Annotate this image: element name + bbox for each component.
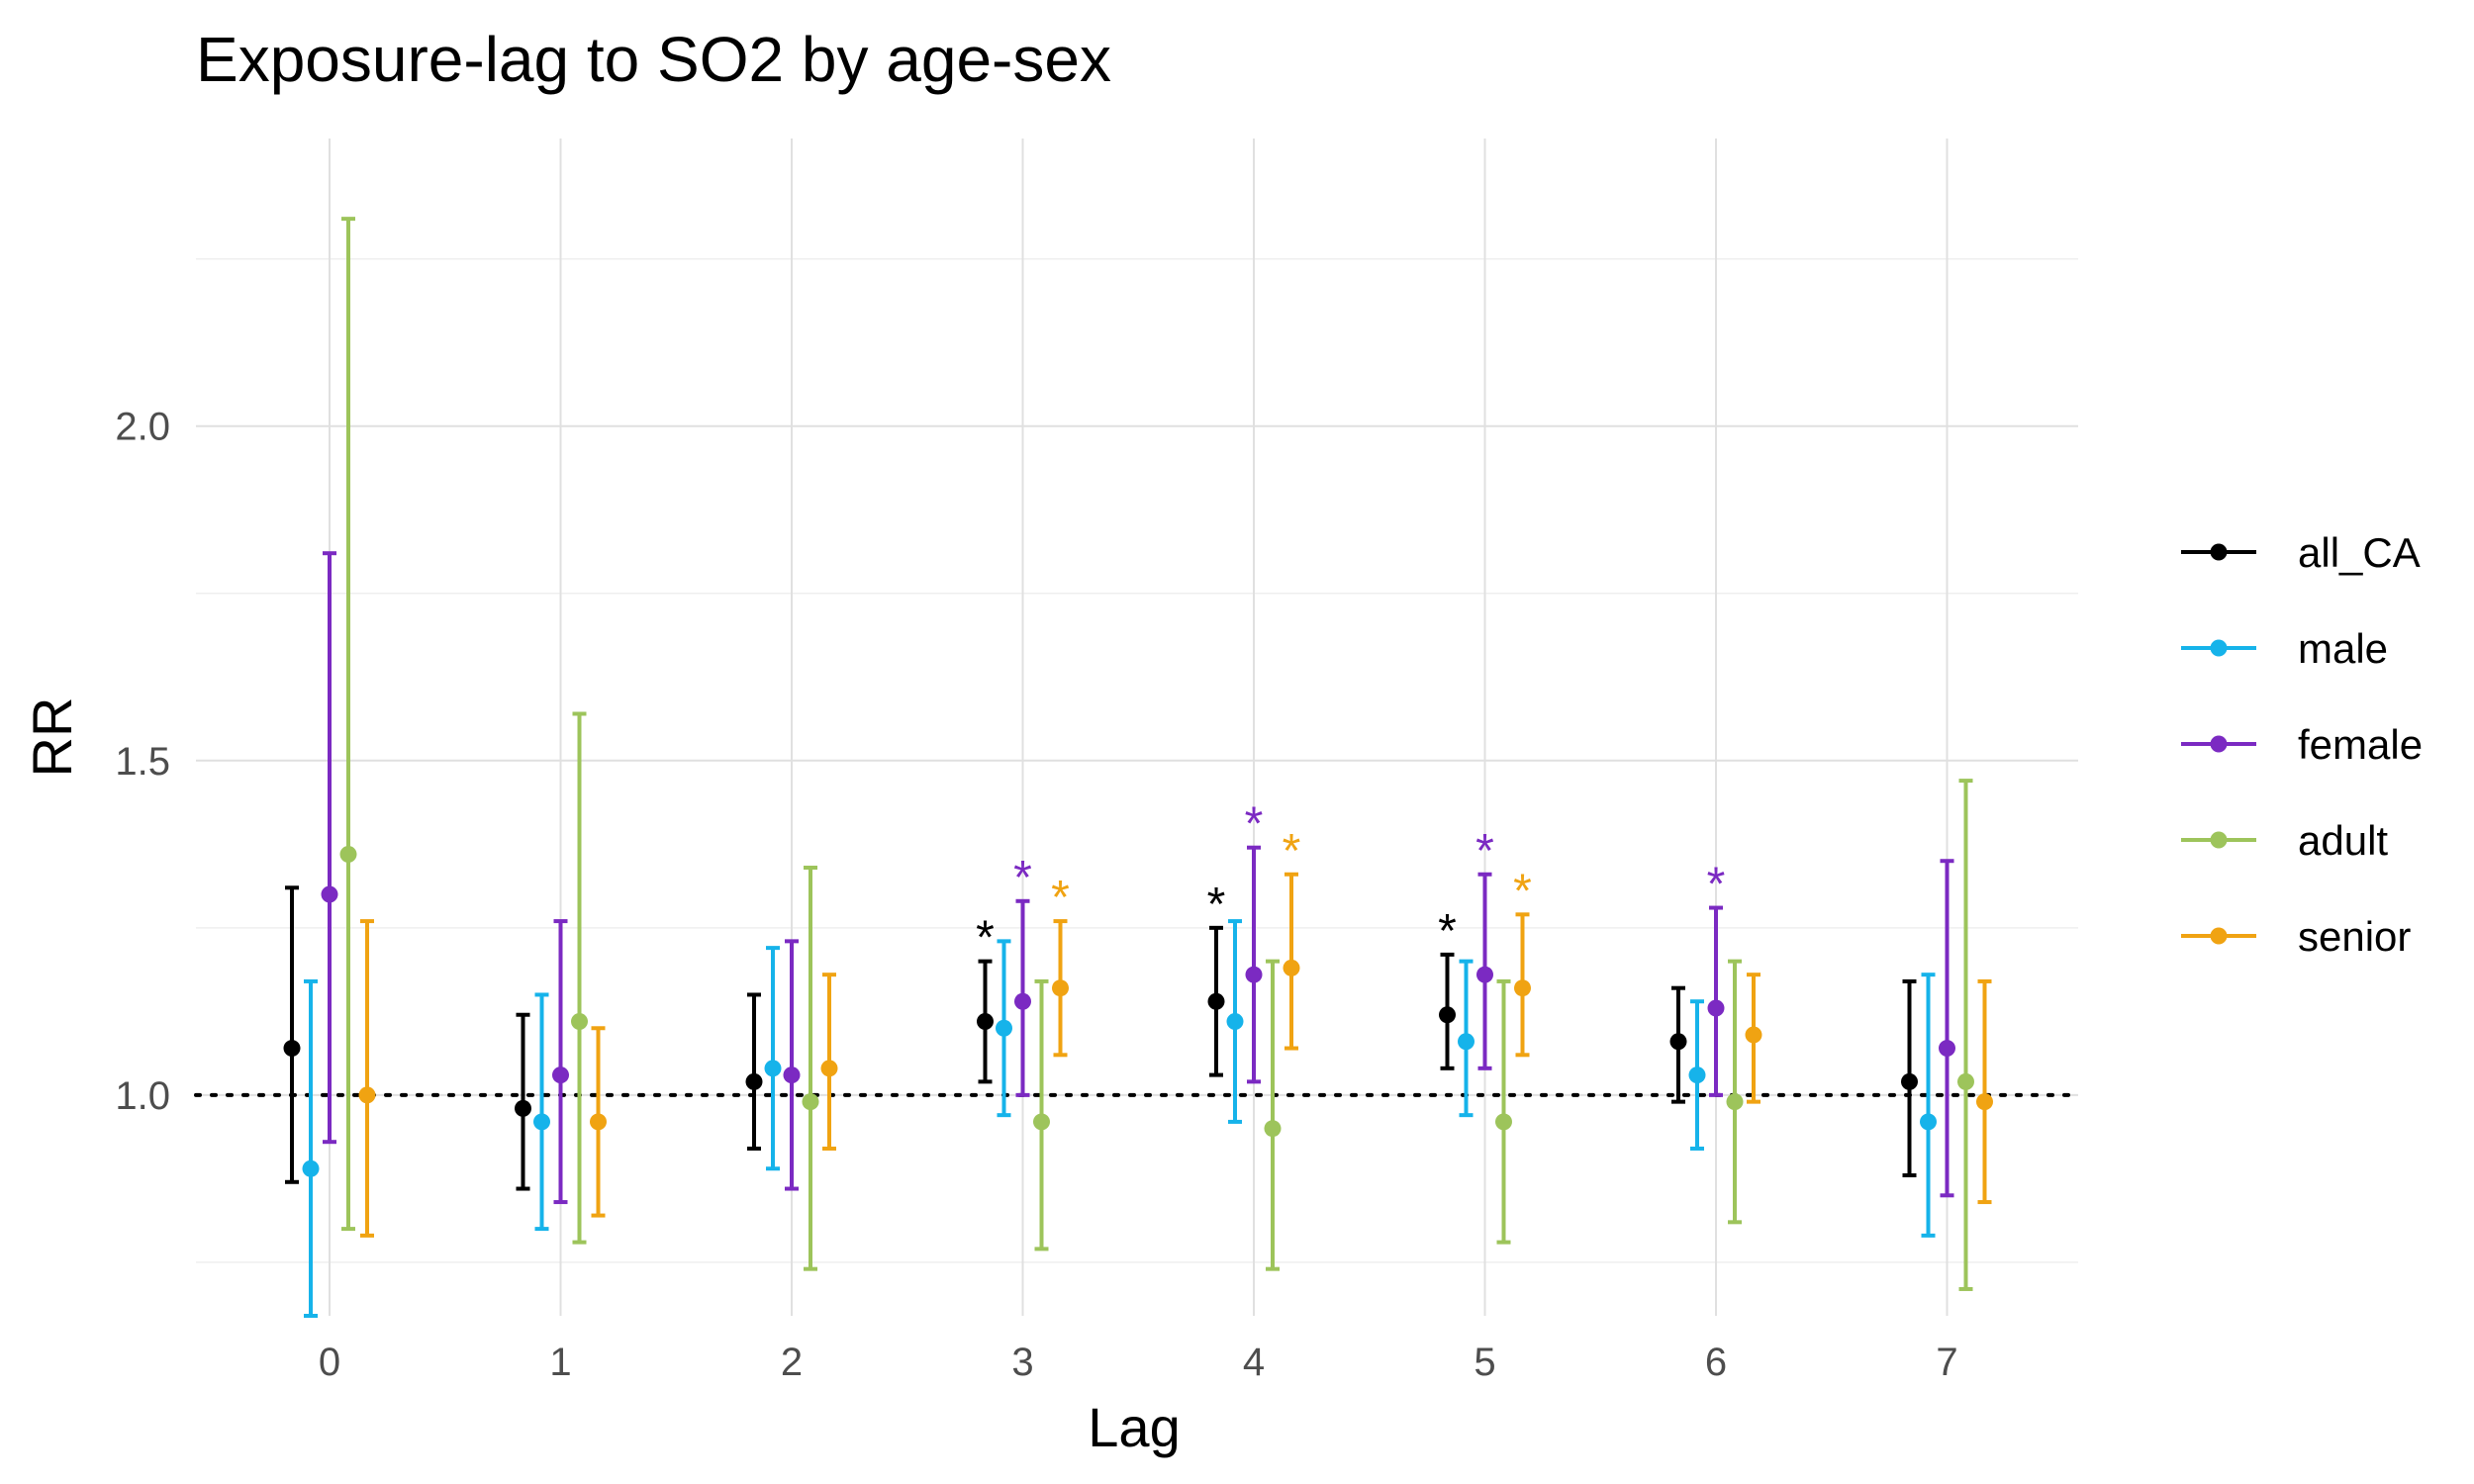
data-point [533,1113,550,1131]
data-point [1514,979,1531,997]
series-senior: * * * [358,825,1993,1238]
data-point [996,1019,1012,1037]
x-tick-label: 1 [549,1341,571,1384]
data-point [1726,1093,1744,1111]
x-axis-ticks: 0 1 2 3 4 5 6 7 [319,1341,1958,1384]
data-point [1264,1120,1282,1138]
legend-point [2210,927,2228,945]
significance-marker: * [1245,798,1264,851]
significance-marker: * [1513,865,1532,917]
significance-marker: * [1438,905,1457,958]
data-point [1245,966,1263,983]
data-point [1207,992,1225,1010]
x-axis-title: Lag [1088,1396,1180,1458]
legend-label: senior [2298,913,2411,960]
significance-marker: * [1207,879,1226,931]
data-point [1669,1033,1687,1051]
data-point [302,1159,320,1177]
x-tick-label: 2 [781,1341,803,1384]
data-point [977,1013,994,1030]
legend-label: female [2298,721,2423,768]
significance-marker: * [1013,852,1032,904]
legend-point [2210,639,2228,657]
y-axis-ticks: 1.0 1.5 2.0 [115,406,170,1118]
significance-marker: * [1475,825,1494,878]
legend-label: adult [2298,817,2388,864]
data-point [339,845,357,863]
data-point [1939,1040,1955,1058]
x-tick-label: 4 [1243,1341,1265,1384]
series-all_CA: * * * [283,879,1918,1191]
legend-point [2210,735,2228,753]
data-point [1957,1072,1974,1090]
x-tick-label: 6 [1705,1341,1727,1384]
data-point [1014,992,1031,1010]
legend-label: all_CA [2298,529,2421,576]
grid [196,139,2078,1316]
series-adult [339,217,1974,1291]
y-axis-title: RR [21,697,83,778]
data-point [1745,1026,1762,1044]
data-point [321,885,338,903]
data-point [590,1113,607,1131]
data-point [764,1060,782,1077]
data-point [802,1093,819,1111]
data-point [1283,959,1300,976]
data-point [820,1060,838,1077]
data-point [1033,1113,1050,1131]
data-point [1476,966,1493,983]
significance-marker: * [1051,872,1070,924]
series-female: * * * * [321,551,1955,1205]
y-tick-label: 1.0 [115,1074,170,1118]
data-point [1976,1093,1993,1111]
data-point [1052,979,1069,997]
legend-label: male [2298,625,2388,672]
data-point [1495,1113,1512,1131]
data-point [1688,1067,1706,1084]
data-point [1707,999,1725,1017]
data-point [571,1013,588,1030]
data-point [1458,1033,1475,1051]
x-tick-label: 7 [1936,1341,1957,1384]
data-point [358,1086,376,1104]
data-point [745,1072,763,1090]
y-tick-label: 2.0 [115,406,170,449]
data-point [1226,1013,1244,1030]
data-point [283,1040,301,1058]
y-tick-label: 1.5 [115,740,170,784]
x-tick-label: 0 [319,1341,340,1384]
series-male [302,919,1937,1318]
significance-marker: * [1707,859,1726,911]
data-marks: * * * * * * * * * * [283,217,1993,1318]
x-tick-label: 3 [1011,1341,1033,1384]
data-point [1439,1006,1456,1024]
data-point [1901,1072,1918,1090]
data-point [1920,1113,1937,1131]
legend-point [2210,543,2228,561]
legend-point [2210,831,2228,849]
significance-marker: * [976,912,995,965]
significance-marker: * [1283,825,1301,878]
data-point [515,1099,531,1117]
chart-title: Exposure-lag to SO2 by age-sex [196,24,1111,95]
x-tick-label: 5 [1474,1341,1495,1384]
data-point [783,1067,801,1084]
data-point [552,1067,569,1084]
